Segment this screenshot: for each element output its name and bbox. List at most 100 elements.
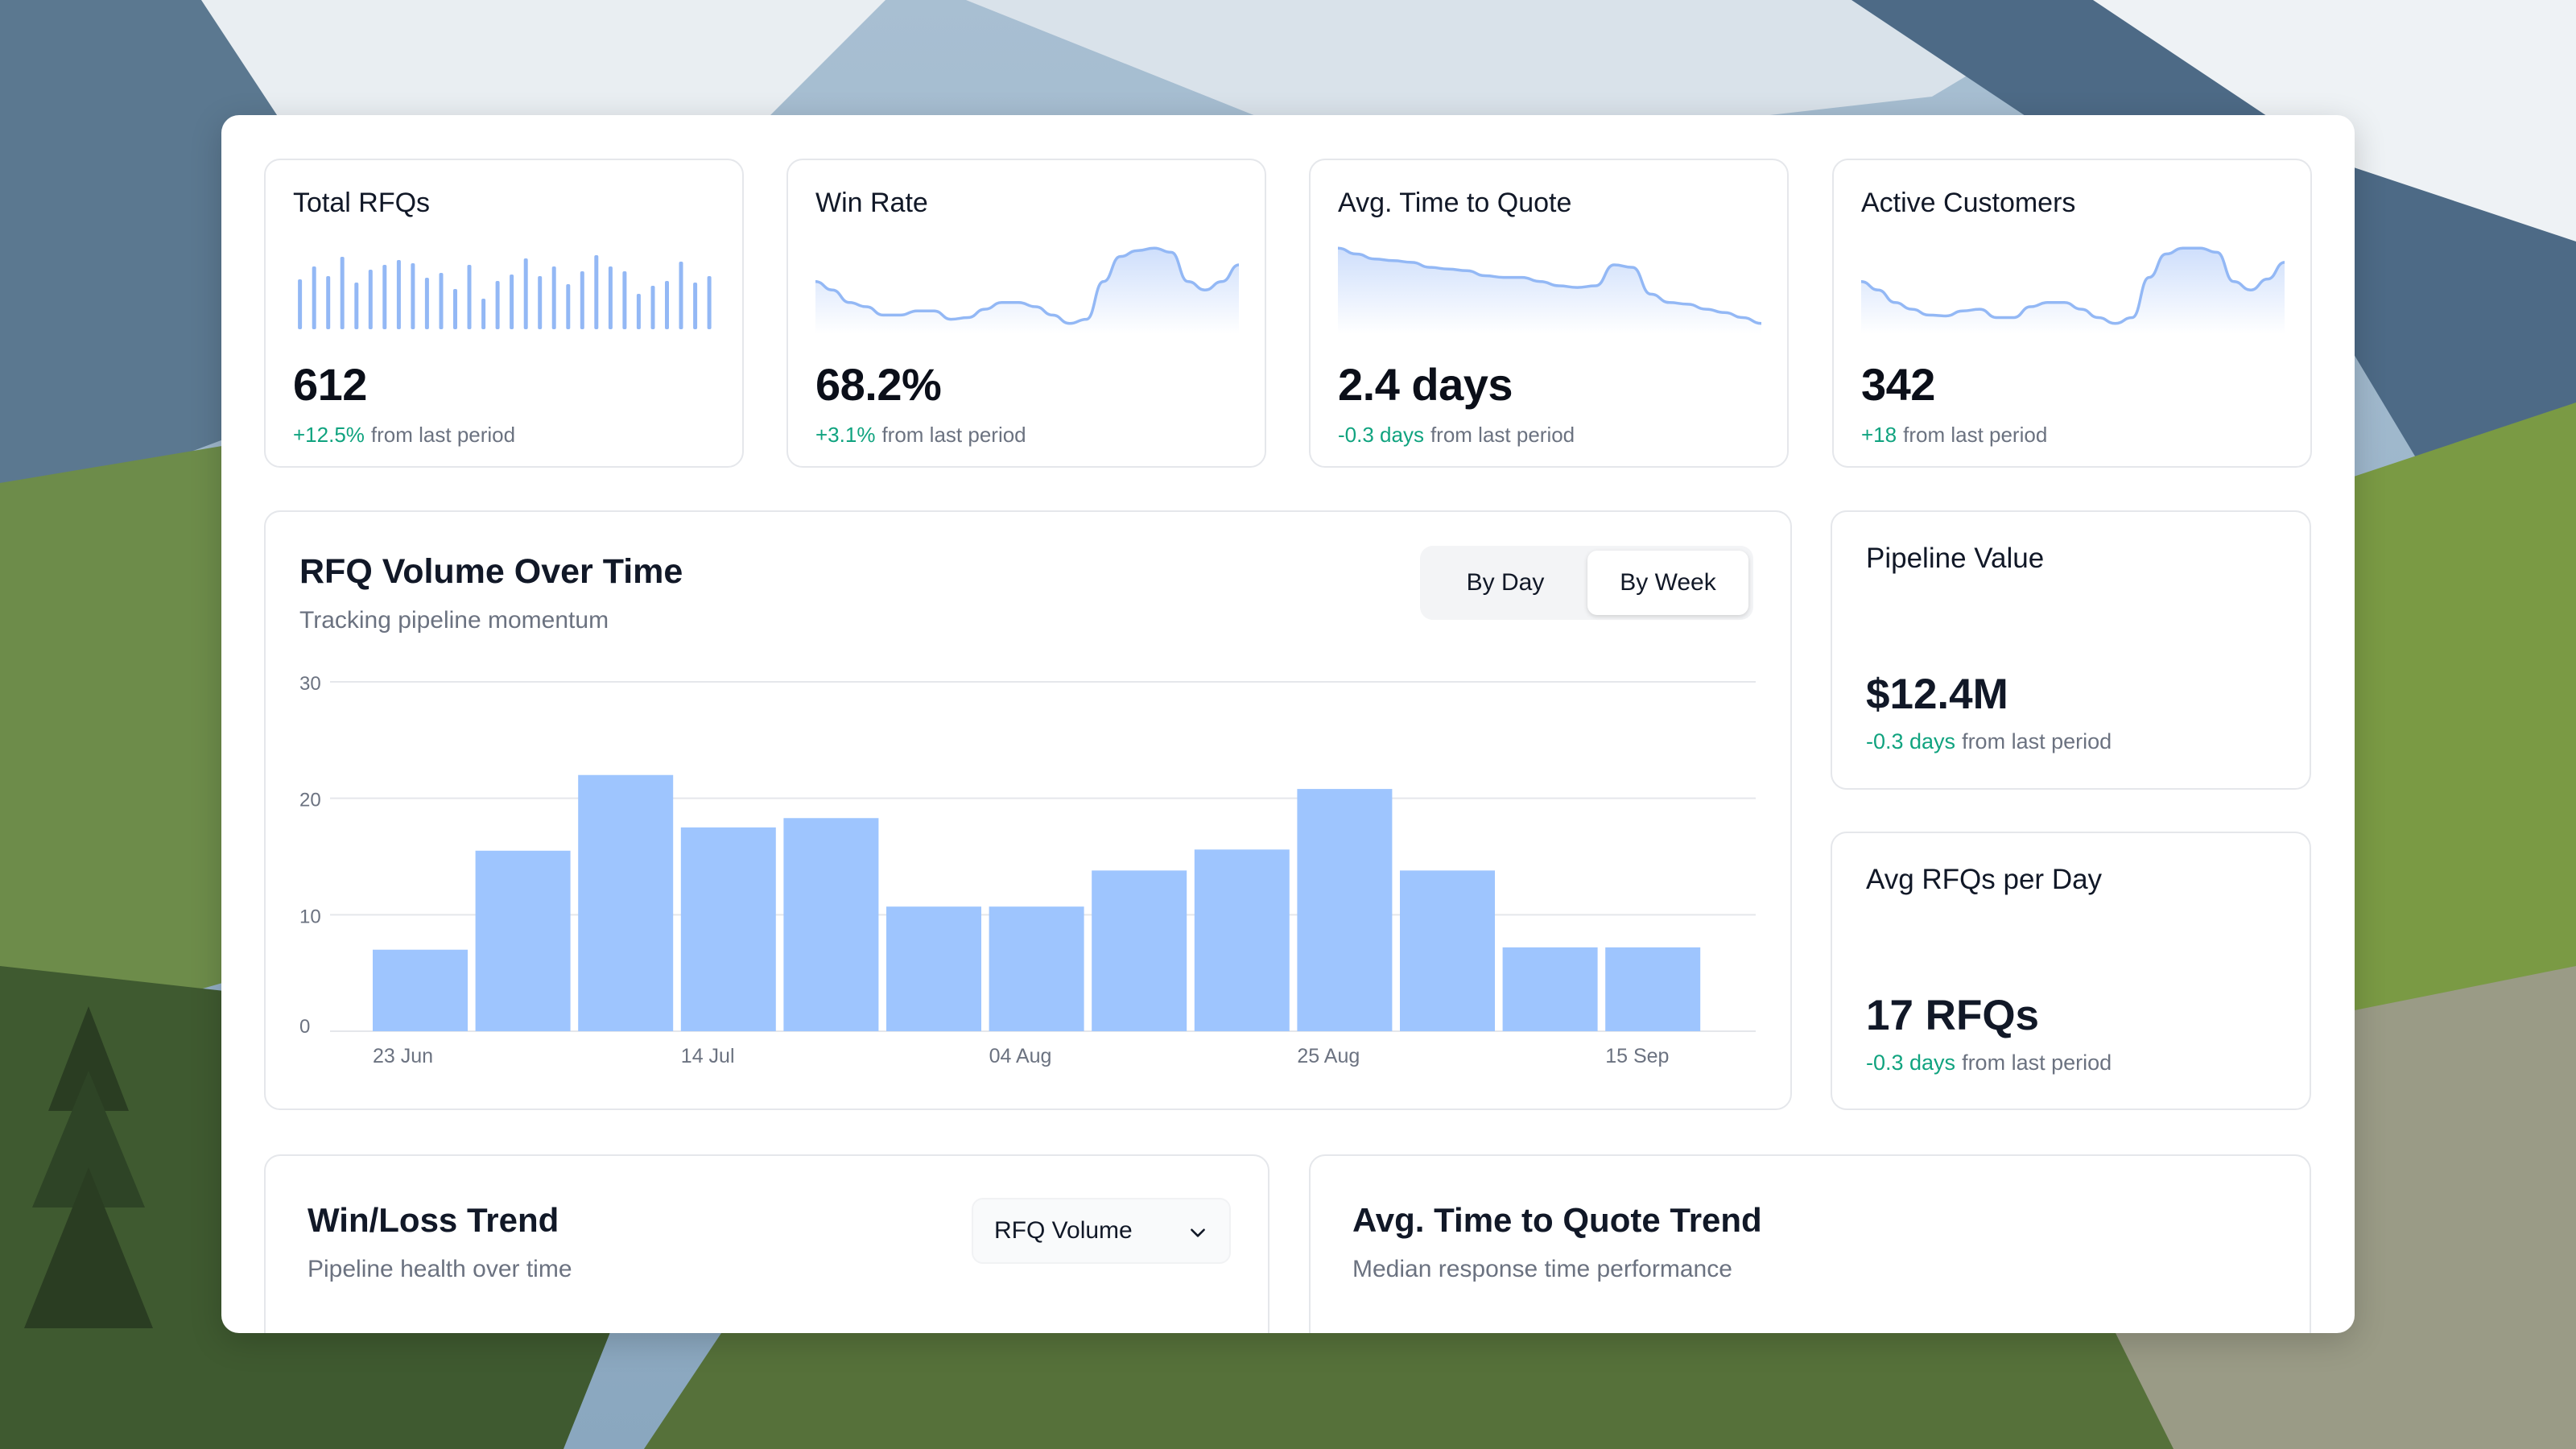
card-subtitle: Pipeline health over time <box>308 1256 572 1282</box>
spark-bar <box>523 258 528 329</box>
volume-bar <box>373 949 468 1031</box>
volume-bar <box>989 906 1084 1031</box>
kpi-title: Avg. Time to Quote <box>1338 188 1572 218</box>
x-tick-label: 04 Aug <box>989 1045 1052 1067</box>
chart-subtitle: Tracking pipeline momentum <box>299 607 609 634</box>
spark-bar <box>368 270 373 329</box>
spark-bar <box>439 273 444 329</box>
kpi-card-total-rfqs: Total RFQs 612 +12.5% from last period <box>264 159 744 468</box>
kpi-delta-value: -0.3 days <box>1338 423 1424 447</box>
x-tick-label: 14 Jul <box>681 1045 735 1067</box>
kpi-value: 342 <box>1861 359 1935 410</box>
volume-bar <box>1605 947 1701 1031</box>
win-rate-sparkline <box>815 246 1239 334</box>
kpi-title: Win Rate <box>815 188 928 218</box>
side-card-value: $12.4M <box>1866 671 2008 718</box>
kpi-delta-value: +3.1% <box>815 423 876 447</box>
side-card-delta: -0.3 days from last period <box>1866 729 2112 754</box>
kpi-delta: +3.1% from last period <box>815 423 1026 448</box>
y-tick-label: 0 <box>299 1016 310 1038</box>
volume-bar <box>578 774 674 1031</box>
spark-area-fill <box>1861 248 2285 334</box>
kpi-value: 68.2% <box>815 359 942 410</box>
spark-bar <box>326 276 331 329</box>
spark-bar <box>679 262 683 329</box>
volume-bar <box>1297 789 1393 1031</box>
active-customers-sparkline <box>1861 246 2285 334</box>
spark-bar <box>594 255 599 329</box>
spark-area-fill <box>815 248 1239 334</box>
volume-bar <box>1400 870 1495 1031</box>
win-loss-trend-card: Win/Loss Trend Pipeline health over time… <box>264 1154 1269 1333</box>
pipeline-value-card: Pipeline Value $12.4M -0.3 days from last… <box>1831 510 2311 790</box>
x-tick-label: 25 Aug <box>1297 1045 1360 1067</box>
kpi-title: Total RFQs <box>293 188 431 218</box>
card-subtitle: Median response time performance <box>1352 1256 1732 1282</box>
spark-line <box>1338 246 1761 325</box>
granularity-toggle: By Day By Week <box>1420 546 1753 620</box>
spark-bar <box>636 294 641 329</box>
side-card-title: Pipeline Value <box>1866 543 2045 574</box>
spark-bar <box>693 283 698 329</box>
total-rfqs-sparkbars <box>298 255 712 329</box>
spark-bar <box>340 257 345 329</box>
side-card-delta-suffix: from last period <box>1962 729 2112 753</box>
x-tick-label: 23 Jun <box>373 1045 433 1067</box>
kpi-delta-value: +12.5% <box>293 423 365 447</box>
metric-select-value: RFQ Volume <box>994 1217 1133 1244</box>
dashboard-panel: Total RFQs 612 +12.5% from last period Wi… <box>221 115 2355 1333</box>
spark-bar <box>551 266 556 329</box>
kpi-delta: +12.5% from last period <box>293 423 515 448</box>
kpi-card-avg-time-to-quote: Avg. Time to Quote 2.4 days -0.3 days fro… <box>1309 159 1789 468</box>
volume-bar <box>1092 870 1187 1031</box>
spark-line <box>1861 246 2285 325</box>
spark-bar <box>650 286 655 329</box>
spark-bar <box>481 299 486 329</box>
kpi-card-active-customers: Active Customers 342 +18 from last period <box>1832 159 2312 468</box>
kpi-card-win-rate: Win Rate 68.2% +3.1% from last period <box>786 159 1266 468</box>
kpi-value: 2.4 days <box>1338 359 1513 410</box>
y-tick-label: 10 <box>299 906 321 927</box>
kpi-title: Active Customers <box>1861 188 2076 218</box>
rfq-volume-card: 0 10 20 30 23 Jun 14 Jul 04 Aug 25 Aug 15 Sep RF… <box>264 510 1792 1110</box>
rfq-volume-bar-chart: 0 10 20 30 23 Jun 14 Jul 04 Aug 25 Aug 15 Sep <box>299 673 1756 1067</box>
spark-bar <box>298 279 303 329</box>
avg-time-sparkline <box>1338 246 1761 334</box>
kpi-delta: +18 from last period <box>1861 423 2047 448</box>
spark-bar <box>453 289 457 329</box>
spark-line <box>815 246 1239 325</box>
chevron-down-icon <box>1191 1228 1205 1237</box>
volume-bar <box>1194 849 1290 1031</box>
x-tick-label: 15 Sep <box>1605 1045 1669 1067</box>
spark-bar <box>665 281 669 329</box>
side-card-title: Avg RFQs per Day <box>1866 864 2103 895</box>
avg-rfqs-per-day-card: Avg RFQs per Day 17 RFQs -0.3 days from l… <box>1831 832 2311 1110</box>
by-day-button[interactable]: By Day <box>1466 569 1545 596</box>
kpi-delta-value: +18 <box>1861 423 1897 447</box>
spark-bar <box>510 275 514 329</box>
metric-select[interactable]: RFQ Volume <box>972 1198 1231 1264</box>
kpi-delta: -0.3 days from last period <box>1338 423 1575 448</box>
spark-bar <box>467 265 472 329</box>
card-title: Win/Loss Trend <box>308 1201 559 1239</box>
spark-bar <box>396 260 401 329</box>
spark-bar <box>411 263 415 329</box>
volume-bar <box>475 850 571 1031</box>
spark-bar <box>707 276 712 329</box>
kpi-delta-suffix: from last period <box>1430 423 1575 447</box>
y-tick-label: 30 <box>299 673 321 695</box>
spark-bar <box>608 266 613 329</box>
card-title: Avg. Time to Quote Trend <box>1352 1201 1762 1239</box>
kpi-value: 612 <box>293 359 367 410</box>
side-card-value: 17 RFQs <box>1866 992 2040 1039</box>
by-week-button[interactable]: By Week <box>1587 551 1748 615</box>
side-card-delta: -0.3 days from last period <box>1866 1051 2112 1075</box>
spark-bar <box>538 276 543 329</box>
spark-bar <box>424 278 429 329</box>
spark-bar <box>566 284 571 329</box>
kpi-delta-suffix: from last period <box>370 423 516 447</box>
avg-time-to-quote-trend-card: Avg. Time to Quote Trend Median response… <box>1309 1154 2311 1333</box>
chart-title: RFQ Volume Over Time <box>299 552 683 591</box>
spark-bar <box>580 271 584 329</box>
spark-bar <box>622 271 627 329</box>
